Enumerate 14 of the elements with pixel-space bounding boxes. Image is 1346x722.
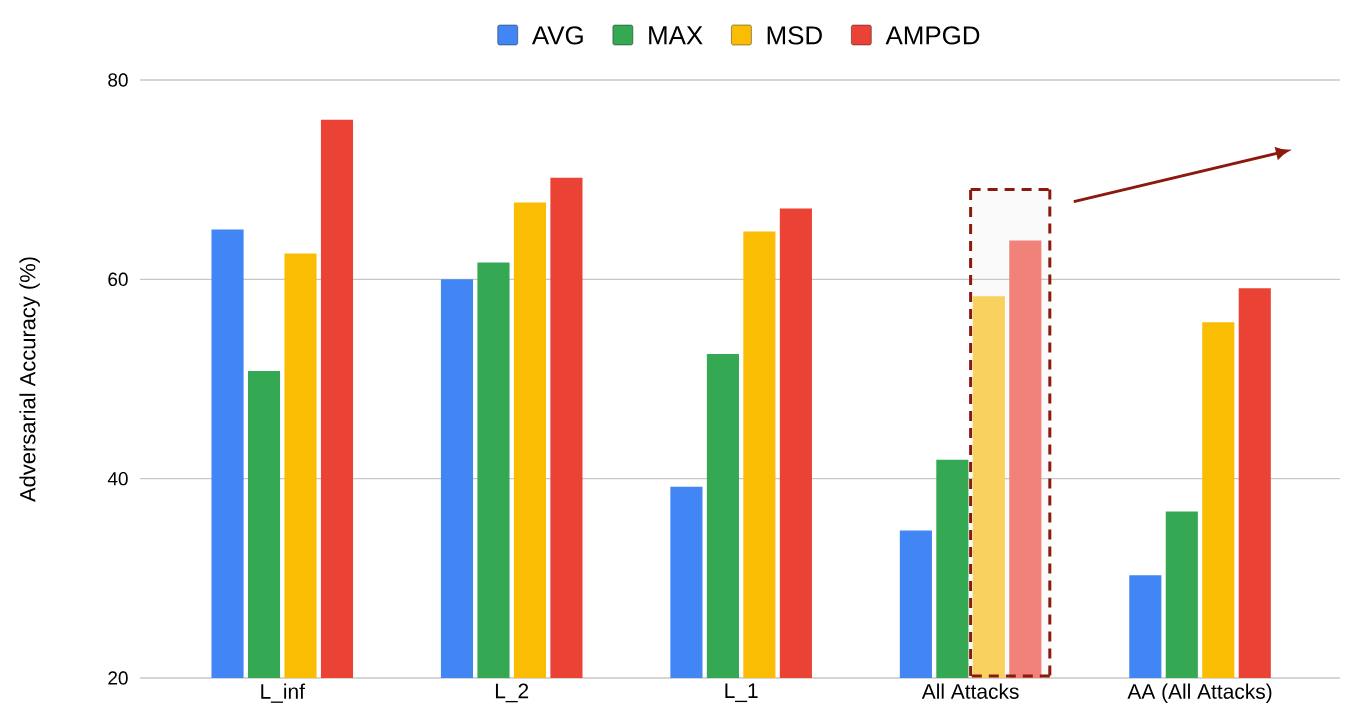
x-tick-label: AA (All Attacks) (1127, 683, 1272, 704)
y-axis-title: Adversarial Accuracy (%) (19, 257, 40, 502)
legend-label: AVG (531, 26, 583, 45)
x-tick-label: L_1 (725, 683, 758, 703)
legend-label: AMPGD (885, 26, 980, 45)
y-tick-label: 60 (108, 272, 128, 287)
x-tick-label: L_inf (261, 683, 305, 703)
y-tick-label: 80 (108, 73, 128, 87)
x-tick-label: L_2 (495, 683, 529, 703)
legend-label: MSD (767, 26, 822, 45)
y-tick-label: 40 (107, 471, 128, 486)
legend-label: MAX (649, 26, 703, 45)
y-tick-label: 20 (108, 671, 128, 685)
x-tick-label: All Attacks (921, 683, 1019, 699)
